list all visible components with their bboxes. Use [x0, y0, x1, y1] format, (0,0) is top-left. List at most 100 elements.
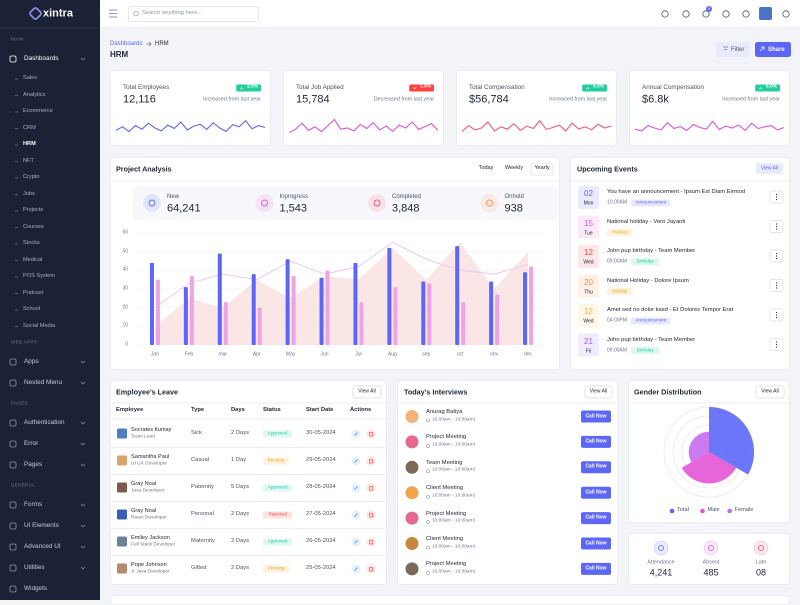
- view-all-button[interactable]: [755, 385, 785, 399]
- delete-button[interactable]: [366, 537, 376, 547]
- call-button-label[interactable]: Call Now: [585, 463, 607, 470]
- call-button[interactable]: [581, 461, 611, 474]
- delete-button[interactable]: [366, 564, 376, 574]
- delete-button[interactable]: [366, 429, 376, 439]
- menu-item[interactable]: UI Elements: [24, 521, 59, 529]
- submenu-item[interactable]: CRM: [23, 124, 36, 131]
- submenu-item[interactable]: Analytics: [23, 91, 46, 98]
- call-button-label[interactable]: Call Now: [585, 489, 607, 496]
- stat-label: Onhold: [504, 194, 524, 200]
- submenu-item[interactable]: NFT: [23, 157, 34, 164]
- share-button[interactable]: [755, 42, 791, 57]
- submenu-item[interactable]: Ecommerce: [23, 108, 53, 115]
- legend-label: Total: [677, 507, 689, 514]
- menu-dot: [775, 193, 778, 196]
- delete-button[interactable]: [366, 510, 376, 520]
- stat-icon-bg: [368, 194, 386, 212]
- menu-item[interactable]: Utilities: [24, 563, 45, 571]
- x-tick-label: dec: [524, 351, 533, 358]
- stat-change: 6.0%: [593, 84, 604, 90]
- filter-label[interactable]: Filter: [731, 46, 745, 53]
- menu-toggle[interactable]: [109, 9, 117, 18]
- employee-name: Emiley Jackson: [131, 535, 170, 542]
- stat-value: $6.8k: [642, 93, 669, 106]
- header-icon[interactable]: [682, 10, 690, 18]
- share-label[interactable]: Share: [768, 46, 785, 53]
- menu-item[interactable]: Pages: [24, 460, 43, 468]
- clock-icon: [426, 494, 430, 499]
- menu-item[interactable]: Forms: [24, 500, 43, 508]
- tab[interactable]: Today: [478, 165, 494, 172]
- bar: [257, 307, 262, 345]
- breadcrumb-link[interactable]: Dashboards: [110, 41, 143, 47]
- call-button-label[interactable]: Call Now: [585, 540, 607, 546]
- call-button-label[interactable]: Call Now: [585, 514, 607, 521]
- bar: [495, 294, 500, 345]
- status-pill: [263, 511, 293, 519]
- menu-item[interactable]: Dashboards: [24, 54, 59, 62]
- header-icon[interactable]: [742, 10, 750, 18]
- filter-button[interactable]: [716, 42, 750, 57]
- menu-item[interactable]: Error: [24, 439, 39, 447]
- call-button[interactable]: [581, 562, 611, 575]
- tab[interactable]: Yearly: [534, 165, 550, 172]
- menu-item[interactable]: Widgets: [24, 584, 48, 592]
- view-all[interactable]: View All: [760, 165, 779, 171]
- search-placeholder[interactable]: Search anything here...: [142, 10, 202, 17]
- call-button-label[interactable]: Call Now: [585, 413, 607, 419]
- call-button[interactable]: [581, 410, 611, 423]
- view-all[interactable]: View All: [589, 388, 608, 395]
- view-all-button[interactable]: [352, 385, 382, 399]
- event-date-box: [578, 215, 599, 239]
- submenu-item[interactable]: Podcast: [23, 289, 44, 296]
- edit-icon: [354, 540, 358, 544]
- stat-label: Inprogress: [279, 194, 308, 200]
- menu-item[interactable]: Authentication: [24, 418, 65, 426]
- delete-button[interactable]: [366, 456, 376, 466]
- submenu-item[interactable]: Jobs: [23, 190, 35, 197]
- clock-icon: [426, 418, 430, 423]
- call-button[interactable]: [581, 537, 611, 550]
- menu-chevron: [80, 360, 86, 364]
- submenu-item[interactable]: Sales: [23, 75, 37, 82]
- call-button-label[interactable]: Call Now: [585, 438, 607, 445]
- event-tag: Announcement: [635, 199, 667, 205]
- header-icon[interactable]: [782, 10, 790, 18]
- submenu-item[interactable]: POS System: [23, 273, 56, 280]
- header-icon[interactable]: [661, 10, 669, 18]
- call-button[interactable]: [581, 486, 611, 499]
- call-button[interactable]: [581, 435, 611, 448]
- tab[interactable]: Weekly: [504, 165, 524, 172]
- view-all-button[interactable]: [584, 385, 613, 399]
- submenu-item[interactable]: Stocks: [23, 240, 40, 247]
- header-icon[interactable]: [722, 10, 730, 18]
- search-icon: [133, 10, 139, 17]
- bar: [455, 246, 460, 345]
- submenu-item[interactable]: Crypto: [23, 174, 40, 181]
- edit-icon: [354, 486, 358, 490]
- view-all[interactable]: View All: [358, 388, 376, 395]
- stat-label: Completed: [392, 194, 422, 200]
- menu-item[interactable]: Advanced UI: [24, 542, 61, 550]
- call-button-label[interactable]: Call Now: [585, 565, 607, 572]
- user-avatar[interactable]: [759, 7, 772, 20]
- attendance-icon: [658, 545, 664, 551]
- menu-item[interactable]: Nested Menu: [24, 378, 63, 386]
- submenu-item[interactable]: Courses: [23, 223, 44, 230]
- stat-value: 12,116: [123, 93, 156, 106]
- bar: [223, 302, 228, 345]
- delete-button[interactable]: [366, 483, 376, 493]
- call-button[interactable]: [581, 512, 611, 525]
- cart-badge-count: 5: [707, 6, 711, 11]
- header-icon[interactable]: [702, 10, 710, 18]
- menu-item[interactable]: Apps: [24, 357, 39, 365]
- submenu-item[interactable]: School: [23, 306, 41, 313]
- submenu-item[interactable]: Projects: [23, 207, 44, 214]
- stat-title: Annual Compensation: [642, 83, 704, 91]
- view-all[interactable]: View All: [761, 388, 779, 395]
- submenu-item[interactable]: HRM: [23, 141, 36, 148]
- x-tick-label: oct: [456, 351, 464, 358]
- submenu-item[interactable]: Social Media: [23, 322, 56, 329]
- view-all-button[interactable]: [756, 163, 783, 174]
- submenu-item[interactable]: Medical: [23, 256, 43, 263]
